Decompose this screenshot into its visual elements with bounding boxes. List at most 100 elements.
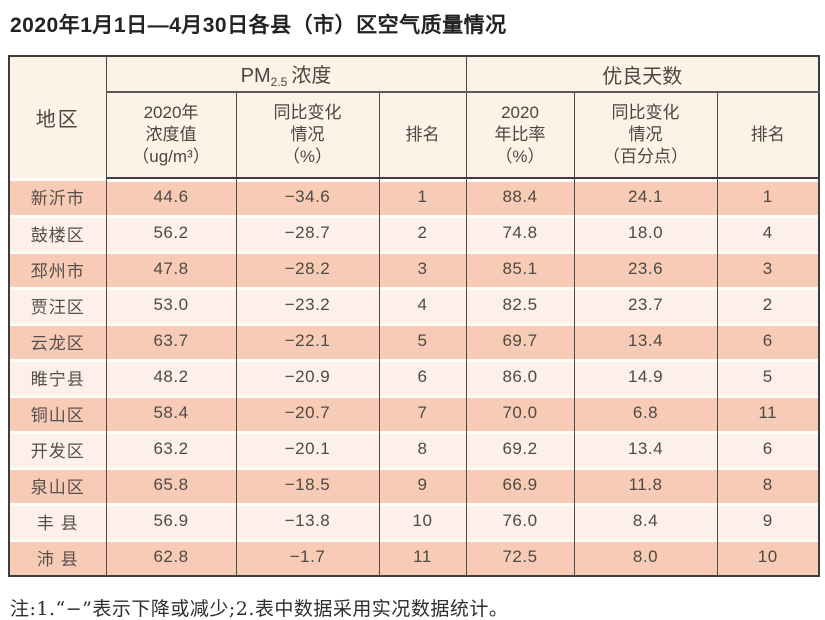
value-cell: 82.5	[465, 287, 575, 324]
value-cell: 18.0	[573, 215, 718, 252]
region-cell: 开发区	[8, 431, 107, 468]
value-cell: 86.0	[465, 359, 575, 396]
value-cell: 9	[378, 467, 467, 504]
table-row: 睢宁县 48.2 −20.9 6 86.0 14.9 5	[8, 359, 820, 396]
region-cell: 鼓楼区	[8, 215, 107, 252]
value-cell: 69.2	[465, 431, 575, 468]
header-concentration: 2020年 浓度值 （ug/m³）	[105, 92, 237, 180]
pm25-label-subscript: 2.5	[270, 75, 288, 90]
value-cell: 48.2	[105, 359, 237, 396]
table-row: 泉山区 65.8 −18.5 9 66.9 11.8 8	[8, 467, 820, 504]
value-cell: 4	[378, 287, 467, 324]
value-cell: 3	[378, 251, 467, 288]
value-cell: 5	[716, 359, 820, 396]
value-cell: 8	[716, 467, 820, 504]
table-row: 云龙区 63.7 −22.1 5 69.7 13.4 6	[8, 323, 820, 360]
value-cell: 11.8	[573, 467, 718, 504]
value-cell: 74.8	[465, 215, 575, 252]
table-row: 沛 县 62.8 −1.7 11 72.5 8.0 10	[8, 539, 820, 577]
footnote: 注:1.“−”表示下降或减少;2.表中数据采用实况数据统计。	[10, 598, 509, 620]
region-cell: 邳州市	[8, 251, 107, 288]
header-line: （%）	[495, 147, 545, 167]
header-region: 地区	[8, 56, 107, 179]
value-cell: 53.0	[105, 287, 237, 324]
value-cell: 62.8	[105, 539, 237, 577]
value-cell: −13.8	[235, 503, 380, 540]
value-cell: 11	[716, 395, 820, 432]
header-line: 情况	[290, 125, 325, 145]
region-cell: 沛 县	[8, 539, 107, 577]
region-cell: 泉山区	[8, 467, 107, 504]
header-line: （百分点）	[603, 147, 688, 167]
value-cell: 13.4	[573, 431, 718, 468]
value-cell: 10	[716, 539, 820, 577]
value-cell: −20.9	[235, 359, 380, 396]
value-cell: 2	[716, 287, 820, 324]
value-cell: −22.1	[235, 323, 380, 360]
region-cell: 云龙区	[8, 323, 107, 360]
header-pm25-group: PM2.5 浓度	[105, 56, 467, 94]
air-quality-table: 地区 PM2.5 浓度 优良天数 2020年 浓度值 （ug/m³） 同比变化 情…	[8, 55, 821, 578]
header-subrow: 2020年 浓度值 （ug/m³） 同比变化 情况 （%） 排名 2020 年比…	[9, 92, 820, 180]
value-cell: −28.2	[235, 251, 380, 288]
value-cell: 3	[716, 251, 820, 288]
value-cell: 10	[378, 503, 467, 540]
value-cell: 23.7	[573, 287, 718, 324]
value-cell: 11	[378, 539, 467, 577]
value-cell: 66.9	[465, 467, 575, 504]
value-cell: 4	[716, 215, 820, 252]
value-cell: 44.6	[105, 178, 237, 216]
header-ratio: 2020 年比率 （%）	[465, 92, 575, 180]
table-row: 开发区 63.2 −20.1 8 69.2 13.4 6	[8, 431, 820, 468]
value-cell: 23.6	[573, 251, 718, 288]
value-cell: −20.7	[235, 395, 380, 432]
header-line: （%）	[282, 147, 333, 167]
header-line: 2020	[501, 103, 539, 123]
value-cell: 69.7	[465, 323, 575, 360]
value-cell: 65.8	[105, 467, 237, 504]
value-cell: 8.0	[573, 539, 718, 577]
value-cell: 2	[378, 215, 467, 252]
region-cell: 新沂市	[8, 178, 107, 216]
header-line: 情况	[628, 125, 663, 145]
header-line: 同比变化	[273, 103, 342, 123]
value-cell: 6	[716, 323, 820, 360]
header-group-row: 地区 PM2.5 浓度 优良天数	[8, 56, 820, 179]
table-row: 铜山区 58.4 −20.7 7 70.0 6.8 11	[8, 395, 820, 432]
table-body: 新沂市 44.6 −34.6 1 88.4 24.1 1 鼓楼区 56.2 −28.7 2 74.8 1…	[8, 178, 820, 577]
value-cell: 72.5	[465, 539, 575, 577]
value-cell: 63.7	[105, 323, 237, 360]
value-cell: −28.7	[235, 215, 380, 252]
header-line: （ug/m³）	[132, 147, 210, 167]
value-cell: 14.9	[573, 359, 718, 396]
value-cell: 6	[716, 431, 820, 468]
region-cell: 丰 县	[8, 503, 107, 540]
value-cell: 56.9	[105, 503, 237, 540]
header-line: 年比率	[494, 125, 546, 145]
value-cell: 7	[378, 395, 467, 432]
value-cell: 63.2	[105, 431, 237, 468]
header-days-rank: 排名	[716, 92, 820, 180]
header-line: 同比变化	[611, 103, 680, 123]
region-cell: 铜山区	[8, 395, 107, 432]
value-cell: 8	[378, 431, 467, 468]
value-cell: 56.2	[105, 215, 237, 252]
page-title: 2020年1月1日—4月30日各县（市）区空气质量情况	[10, 14, 507, 37]
value-cell: 6.8	[573, 395, 718, 432]
value-cell: −1.7	[235, 539, 380, 577]
table-header: 地区 PM2.5 浓度 优良天数 2020年 浓度值 （ug/m³） 同比变化 情…	[8, 56, 820, 180]
value-cell: −34.6	[235, 178, 380, 216]
value-cell: 24.1	[573, 178, 718, 216]
value-cell: 76.0	[465, 503, 575, 540]
value-cell: 13.4	[573, 323, 718, 360]
value-cell: −23.2	[235, 287, 380, 324]
header-days-change: 同比变化 情况 （百分点）	[573, 92, 718, 180]
table-row: 鼓楼区 56.2 −28.7 2 74.8 18.0 4	[8, 215, 820, 252]
header-good-days-group: 优良天数	[465, 56, 820, 94]
value-cell: 58.4	[105, 395, 237, 432]
header-line: 2020年	[143, 103, 199, 123]
table-row: 邳州市 47.8 −28.2 3 85.1 23.6 3	[8, 251, 820, 288]
pm25-label-prefix: PM	[240, 65, 271, 88]
value-cell: 70.0	[465, 395, 575, 432]
